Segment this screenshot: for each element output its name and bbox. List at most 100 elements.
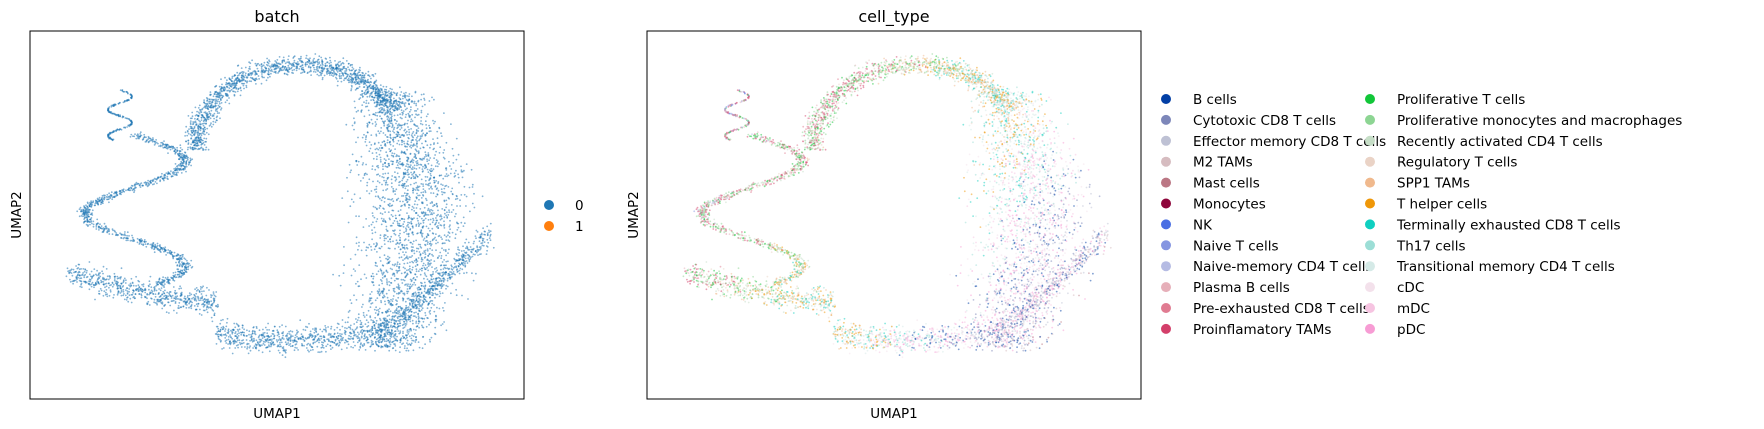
batch-point	[349, 63, 352, 66]
batch-point	[393, 126, 396, 129]
batch-point	[436, 285, 439, 287]
batch-point	[387, 123, 390, 126]
batch-point	[262, 333, 265, 336]
batch-point	[224, 76, 226, 79]
batch-point	[174, 301, 177, 303]
batch-point	[166, 291, 169, 294]
batch-point	[347, 316, 350, 319]
batch-point	[411, 100, 414, 103]
batch-point	[394, 214, 397, 217]
batch-point	[339, 333, 341, 335]
batch-point	[425, 225, 428, 228]
batch-point	[380, 223, 383, 226]
batch-point	[415, 181, 417, 184]
batch-point	[370, 302, 373, 305]
batch-point	[396, 316, 399, 319]
batch-point	[370, 118, 373, 121]
batch-point	[371, 229, 373, 232]
batch-point	[344, 329, 346, 332]
batch-point	[438, 152, 441, 154]
batch-point	[404, 238, 407, 241]
batch-point	[289, 340, 292, 342]
batch-point	[382, 264, 385, 267]
batch-point	[399, 113, 401, 116]
batch-point	[287, 58, 289, 61]
batch-point	[460, 165, 462, 168]
batch-point	[227, 89, 230, 92]
batch-point	[341, 325, 344, 328]
batch-point	[470, 256, 472, 259]
batch-point	[403, 336, 406, 339]
batch-point	[424, 191, 427, 194]
batch-point	[410, 310, 413, 313]
batch-point	[406, 163, 408, 165]
batch-point	[384, 161, 386, 164]
batch-point	[416, 160, 419, 162]
batch-point	[406, 297, 409, 300]
batch-point	[378, 284, 381, 287]
batch-point	[429, 229, 431, 232]
batch-point	[355, 141, 357, 144]
batch-point	[412, 191, 414, 194]
batch-point	[353, 117, 355, 120]
batch-point	[374, 206, 377, 209]
batch-point	[463, 272, 465, 275]
batch-point	[158, 288, 161, 290]
batch-point	[375, 158, 378, 161]
batch-point	[429, 309, 432, 312]
batch-point	[201, 108, 203, 111]
batch-point	[228, 90, 231, 93]
batch-point	[382, 163, 384, 166]
batch-point	[91, 281, 94, 284]
batch-point	[391, 126, 393, 129]
batch-point	[420, 191, 423, 194]
batch-point	[236, 90, 239, 93]
batch-point	[231, 337, 234, 340]
batch-point	[395, 239, 398, 242]
batch-point	[407, 239, 410, 242]
batch-point	[380, 300, 382, 302]
batch-point	[452, 209, 455, 211]
batch-point	[225, 342, 228, 344]
batch-point	[296, 335, 298, 338]
batch-point	[374, 312, 377, 314]
batch-point	[411, 113, 414, 116]
batch-point	[137, 279, 140, 282]
batch-point	[419, 299, 422, 301]
batch-point	[378, 175, 381, 177]
batch-point	[417, 225, 420, 228]
batch-point	[197, 288, 199, 291]
batch-point	[399, 341, 402, 344]
batch-point	[207, 116, 210, 119]
batch-point	[398, 158, 401, 161]
batch-point	[111, 282, 114, 285]
batch-point	[219, 117, 221, 120]
batch-point	[169, 304, 172, 307]
batch-point	[394, 311, 396, 314]
batch-point	[236, 74, 239, 77]
batch-point	[405, 165, 407, 168]
batch-point	[365, 246, 368, 249]
batch-point	[403, 262, 406, 265]
batch-point	[384, 211, 386, 214]
batch-point	[271, 70, 273, 73]
batch-point	[396, 328, 399, 330]
batch-point	[424, 253, 427, 256]
batch-point	[244, 66, 247, 69]
batch-point	[402, 223, 405, 226]
batch-point	[135, 285, 138, 287]
batch-point	[281, 332, 283, 335]
batch-point	[255, 83, 257, 85]
batch-point	[367, 102, 370, 105]
batch-point	[436, 205, 439, 208]
batch-point	[388, 162, 390, 165]
batch-point	[308, 350, 310, 353]
batch-point	[88, 278, 91, 281]
batch-point	[224, 330, 226, 332]
batch-point	[436, 214, 438, 217]
batch-point	[160, 302, 163, 305]
batch-point	[421, 326, 424, 328]
batch-point	[369, 315, 372, 318]
batch-point	[380, 330, 383, 332]
batch-point	[367, 309, 370, 312]
